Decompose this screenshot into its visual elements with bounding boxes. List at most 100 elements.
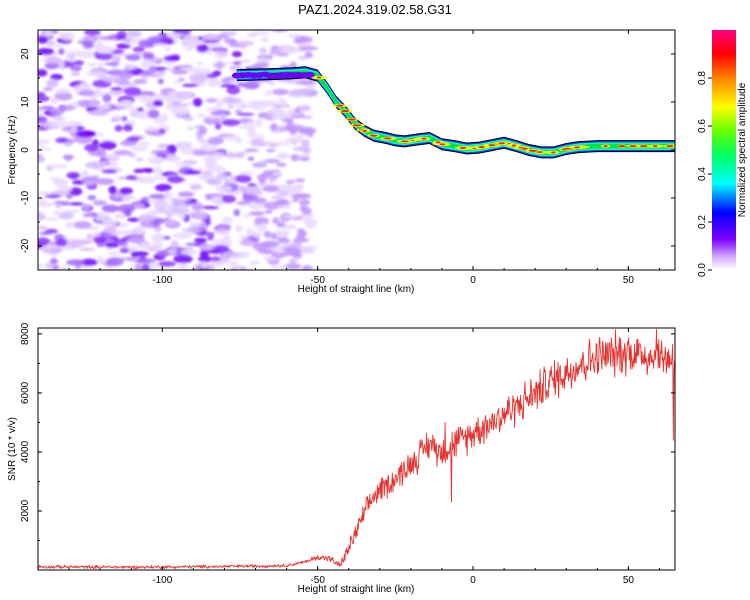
noise-blob bbox=[81, 170, 89, 177]
noise-blob bbox=[235, 174, 252, 183]
noise-blob bbox=[132, 46, 145, 53]
noise-blob bbox=[127, 235, 145, 244]
noise-blob bbox=[178, 92, 193, 99]
noise-blob bbox=[38, 69, 48, 77]
x-axis-label-top: Height of straight line (km) bbox=[298, 284, 415, 295]
ridge-hotspot-red bbox=[362, 129, 367, 132]
noise-blob bbox=[246, 100, 266, 105]
noise-blob bbox=[103, 162, 111, 166]
noise-blob bbox=[141, 264, 151, 270]
noise-blob bbox=[246, 120, 255, 126]
noise-blob bbox=[82, 179, 95, 186]
snr-series-line bbox=[38, 329, 675, 570]
noise-blob bbox=[100, 104, 111, 110]
noise-blob bbox=[254, 61, 270, 69]
noise-blob bbox=[166, 98, 175, 106]
noise-blob bbox=[66, 239, 85, 248]
noise-blob bbox=[294, 107, 301, 114]
noise-blob bbox=[87, 225, 100, 231]
noise-blob bbox=[254, 118, 263, 128]
noise-blob bbox=[257, 112, 268, 119]
noise-blob bbox=[41, 245, 59, 249]
noise-blob bbox=[38, 92, 46, 97]
noise-blob bbox=[157, 78, 164, 85]
noise-blob bbox=[222, 234, 232, 243]
noise-blob bbox=[186, 67, 200, 73]
noise-blob bbox=[264, 158, 280, 164]
noise-blob bbox=[282, 215, 299, 219]
noise-blob bbox=[281, 186, 295, 193]
noise-blob bbox=[38, 47, 55, 56]
noise-blob bbox=[226, 261, 240, 267]
noise-blob bbox=[174, 162, 193, 167]
noise-blob bbox=[202, 40, 220, 44]
noise-blob bbox=[184, 45, 195, 51]
noise-blob bbox=[235, 137, 243, 144]
noise-blob bbox=[50, 97, 58, 105]
y-tick-label-top: 10 bbox=[20, 96, 31, 108]
noise-blob bbox=[239, 239, 254, 246]
noise-blob bbox=[113, 150, 132, 156]
noise-blob bbox=[137, 215, 156, 222]
noise-blob bbox=[82, 40, 94, 49]
noise-blob bbox=[163, 191, 174, 201]
noise-blob bbox=[199, 250, 210, 258]
noise-blob bbox=[88, 110, 109, 116]
noise-blob bbox=[153, 166, 163, 176]
noise-blob bbox=[275, 230, 287, 238]
noise-blob bbox=[38, 153, 43, 163]
noise-blob bbox=[153, 99, 164, 107]
noise-blob bbox=[292, 146, 311, 152]
ridge-hotspot-red bbox=[347, 118, 357, 121]
noise-blob bbox=[38, 95, 50, 102]
noise-blob bbox=[247, 156, 255, 161]
noise-blob bbox=[204, 98, 219, 103]
noise-blob bbox=[75, 130, 95, 138]
noise-blob bbox=[241, 186, 262, 194]
noise-blob bbox=[124, 65, 136, 70]
noise-blob bbox=[133, 51, 144, 55]
noise-blob bbox=[135, 157, 144, 162]
noise-blob bbox=[171, 69, 189, 75]
x-tick-label-top: 0 bbox=[470, 275, 476, 286]
noise-blob bbox=[264, 89, 273, 97]
noise-blob bbox=[136, 258, 156, 264]
noise-blob bbox=[126, 217, 141, 222]
noise-blob bbox=[86, 70, 106, 76]
noise-blob bbox=[196, 113, 206, 118]
noise-blob bbox=[58, 185, 73, 192]
noise-blob bbox=[92, 200, 108, 206]
noise-blob bbox=[64, 139, 77, 144]
noise-blob bbox=[53, 210, 62, 216]
noise-blob bbox=[263, 230, 272, 238]
ridge-hotspot-red bbox=[639, 145, 649, 148]
noise-blob bbox=[182, 83, 199, 87]
noise-blob bbox=[147, 199, 166, 203]
noise-blob bbox=[205, 72, 219, 79]
chart-title: PAZ1.2024.319.02.58.G31 bbox=[298, 2, 452, 17]
noise-blob bbox=[73, 60, 85, 66]
noise-blob bbox=[182, 228, 200, 233]
noise-blob bbox=[178, 141, 193, 148]
noise-blob bbox=[288, 258, 298, 264]
noise-blob bbox=[219, 83, 237, 88]
noise-blob bbox=[213, 152, 225, 159]
noise-blob bbox=[233, 209, 241, 217]
noise-blob bbox=[301, 265, 313, 270]
noise-blob bbox=[224, 178, 231, 185]
noise-blob bbox=[298, 46, 319, 51]
noise-blob bbox=[103, 76, 123, 83]
noise-blob bbox=[272, 216, 279, 225]
noise-blob bbox=[221, 119, 241, 127]
ridge-hotspot-red bbox=[573, 146, 581, 149]
noise-blob bbox=[139, 72, 151, 77]
noise-blob bbox=[154, 203, 168, 208]
noise-blob bbox=[85, 161, 105, 169]
noise-blob bbox=[65, 50, 84, 55]
noise-blob bbox=[292, 252, 303, 259]
noise-blob bbox=[79, 89, 97, 97]
noise-blob bbox=[293, 89, 314, 95]
ridge-hotspot-red bbox=[439, 143, 446, 146]
x-tick-label-top: 50 bbox=[623, 275, 635, 286]
